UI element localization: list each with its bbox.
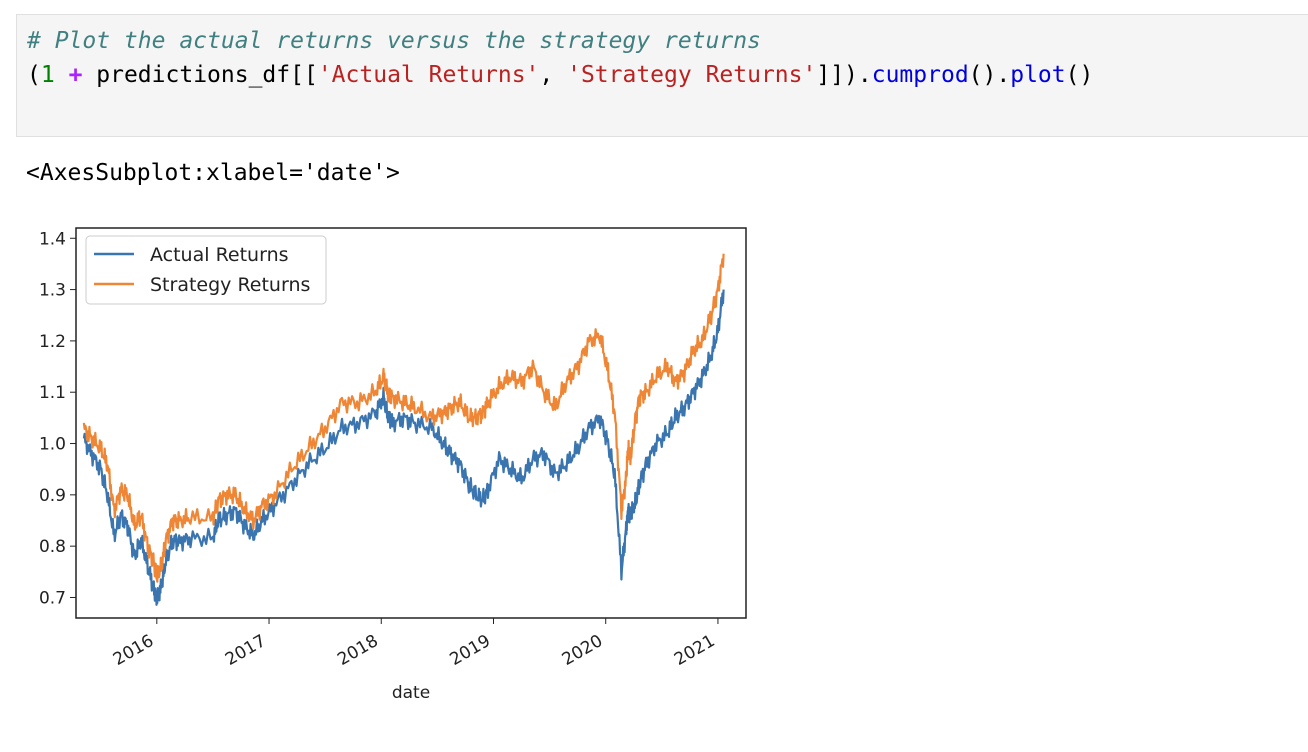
y-tick-label: 1.2 xyxy=(39,332,66,352)
y-tick-label: 1.3 xyxy=(39,281,66,301)
y-tick-label: 0.7 xyxy=(39,588,66,608)
code-comment: # Plot the actual returns versus the str… xyxy=(27,28,761,54)
code-plus-operator: + xyxy=(54,62,97,88)
legend-label-actual: Actual Returns xyxy=(150,244,289,266)
code-bracket-close: ]]). xyxy=(816,62,872,88)
series-line-0 xyxy=(82,289,725,606)
code-paren-call-1: (). xyxy=(968,62,1011,88)
x-tick-label: 2020 xyxy=(559,631,606,670)
code-paren-open: ( xyxy=(27,62,41,88)
x-tick-label: 2021 xyxy=(671,631,718,670)
x-tick-label: 2018 xyxy=(334,631,381,670)
legend-box xyxy=(85,235,327,305)
series-layer xyxy=(82,253,725,606)
y-tick-label: 1.0 xyxy=(39,435,66,455)
y-tick-label: 0.8 xyxy=(39,537,66,557)
code-line-2: (1 + predictions_df[['Actual Returns', '… xyxy=(27,62,1093,88)
code-paren-call-2: () xyxy=(1065,62,1094,88)
code-method-plot: plot xyxy=(1010,62,1066,88)
x-axis-label: date xyxy=(392,683,430,703)
x-tick-label: 2019 xyxy=(447,631,494,670)
x-tick-label: 2016 xyxy=(110,631,157,670)
code-comma: , xyxy=(539,62,568,88)
x-tick-label: 2017 xyxy=(222,631,269,670)
y-tick-label: 1.4 xyxy=(39,229,66,249)
cell-output-text: <AxesSubplot:xlabel='date'> xyxy=(26,160,400,186)
legend-label-strategy: Strategy Returns xyxy=(150,274,310,296)
code-method-cumprod: cumprod xyxy=(871,62,969,88)
series-line-1 xyxy=(82,253,725,583)
x-axis: 2016 2017 2018 2019 2020 2021 xyxy=(110,618,719,670)
code-string-actual: 'Actual Returns' xyxy=(317,62,540,88)
y-tick-label: 0.9 xyxy=(39,486,66,506)
y-tick-label: 1.1 xyxy=(39,383,66,403)
y-axis: 0.7 0.8 0.9 1.0 1.1 1.2 1.3 1.4 xyxy=(39,229,76,608)
code-number: 1 xyxy=(40,62,55,88)
code-variable: predictions_df[[ xyxy=(96,62,318,88)
legend: Actual Returns Strategy Returns xyxy=(85,235,327,305)
code-cell[interactable]: # Plot the actual returns versus the str… xyxy=(16,14,1308,137)
code-string-strategy: 'Strategy Returns' xyxy=(567,62,817,88)
